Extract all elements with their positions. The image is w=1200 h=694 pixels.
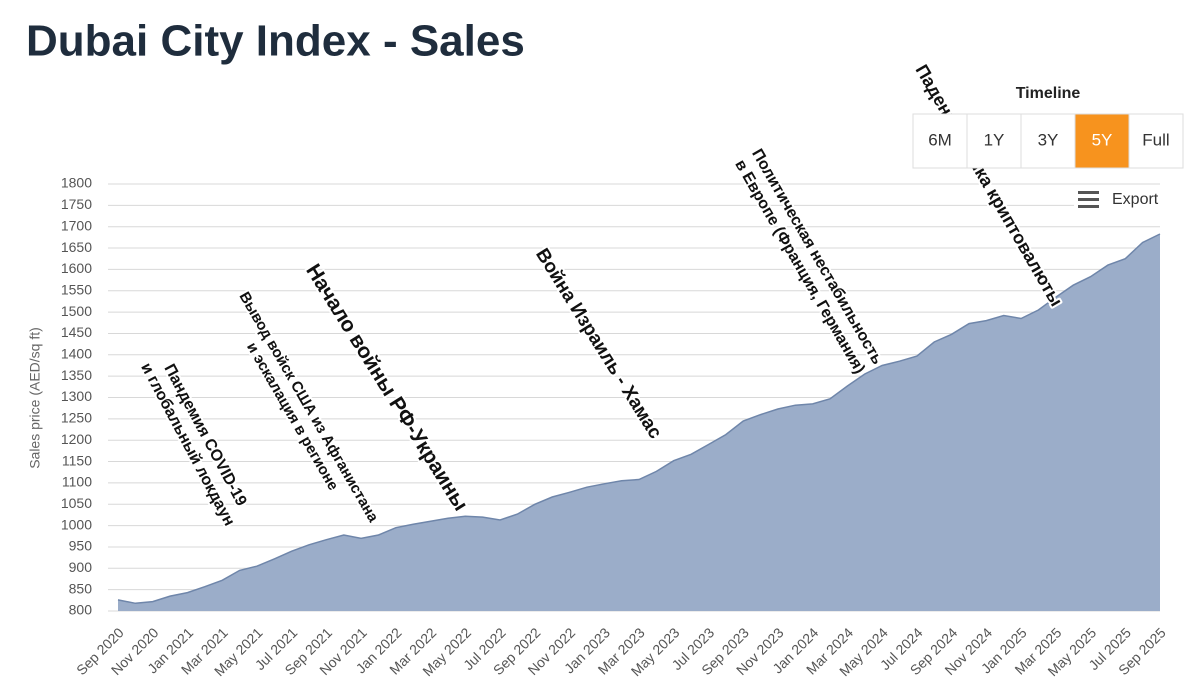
timeline-button[interactable]: 3Y <box>1020 113 1076 169</box>
y-tick-label: 850 <box>69 580 93 596</box>
y-tick-label: 1200 <box>61 431 92 447</box>
annotation-text: Политическая нестабильность <box>748 146 886 367</box>
y-tick-label: 1050 <box>61 495 92 511</box>
y-tick-label: 1250 <box>61 410 92 426</box>
annotation-text: Война Израиль - Хамас <box>531 245 666 443</box>
y-tick-label: 1150 <box>62 452 92 468</box>
y-tick-label: 1750 <box>61 196 92 212</box>
y-axis-label: Sales price (AED/sq ft) <box>27 327 43 469</box>
y-tick-label: 1650 <box>61 239 92 255</box>
annotation-text: в Европе (Франция, Германия) <box>731 157 868 377</box>
y-tick-label: 1350 <box>61 367 92 383</box>
y-tick-label: 800 <box>69 602 93 618</box>
y-tick-label: 1300 <box>61 388 92 404</box>
button-bg[interactable] <box>966 113 1022 169</box>
y-tick-label: 1100 <box>62 474 92 490</box>
chart-title: Dubai City Index - Sales <box>26 17 525 66</box>
button-bg[interactable] <box>912 113 968 169</box>
button-label[interactable]: 1Y <box>984 130 1005 149</box>
button-bg[interactable] <box>1020 113 1076 169</box>
y-tick-label: 1400 <box>61 346 92 362</box>
menu-icon <box>1078 191 1099 194</box>
button-bg[interactable] <box>1128 113 1184 169</box>
timeline-button[interactable]: Full <box>1128 113 1184 169</box>
button-label[interactable]: 5Y <box>1092 130 1113 149</box>
y-tick-label: 1550 <box>61 281 92 297</box>
y-tick-label: 950 <box>69 538 93 554</box>
y-tick-label: 1000 <box>61 516 92 532</box>
timeline-buttons: 6M 1Y 3Y 5Y Full <box>912 113 1184 169</box>
timeline-button[interactable]: 5Y <box>1074 113 1130 169</box>
plot <box>117 233 1161 611</box>
menu-icon <box>1078 205 1099 208</box>
timeline-button[interactable]: 6M <box>912 113 968 169</box>
menu-icon <box>1078 198 1099 201</box>
area <box>118 234 1160 611</box>
button-bg[interactable] <box>1074 113 1130 169</box>
y-tick-label: 900 <box>69 559 93 575</box>
export-label[interactable]: Export <box>1112 191 1159 208</box>
y-tick-label: 1700 <box>61 217 92 233</box>
export-button[interactable]: Export <box>1074 186 1174 214</box>
y-tick-label: 1500 <box>61 303 92 319</box>
timeline-button[interactable]: 1Y <box>966 113 1022 169</box>
annotation: Война Израиль - Хамас <box>529 243 668 445</box>
area-line <box>117 233 1161 605</box>
y-tick-label: 1600 <box>61 260 92 276</box>
button-label[interactable]: 3Y <box>1038 130 1059 149</box>
button-label[interactable]: 6M <box>928 130 952 149</box>
timeline-title: Timeline <box>1016 85 1081 102</box>
y-tick-label: 1800 <box>61 175 92 191</box>
y-tick-label: 1450 <box>61 324 92 340</box>
button-label[interactable]: Full <box>1142 130 1169 149</box>
